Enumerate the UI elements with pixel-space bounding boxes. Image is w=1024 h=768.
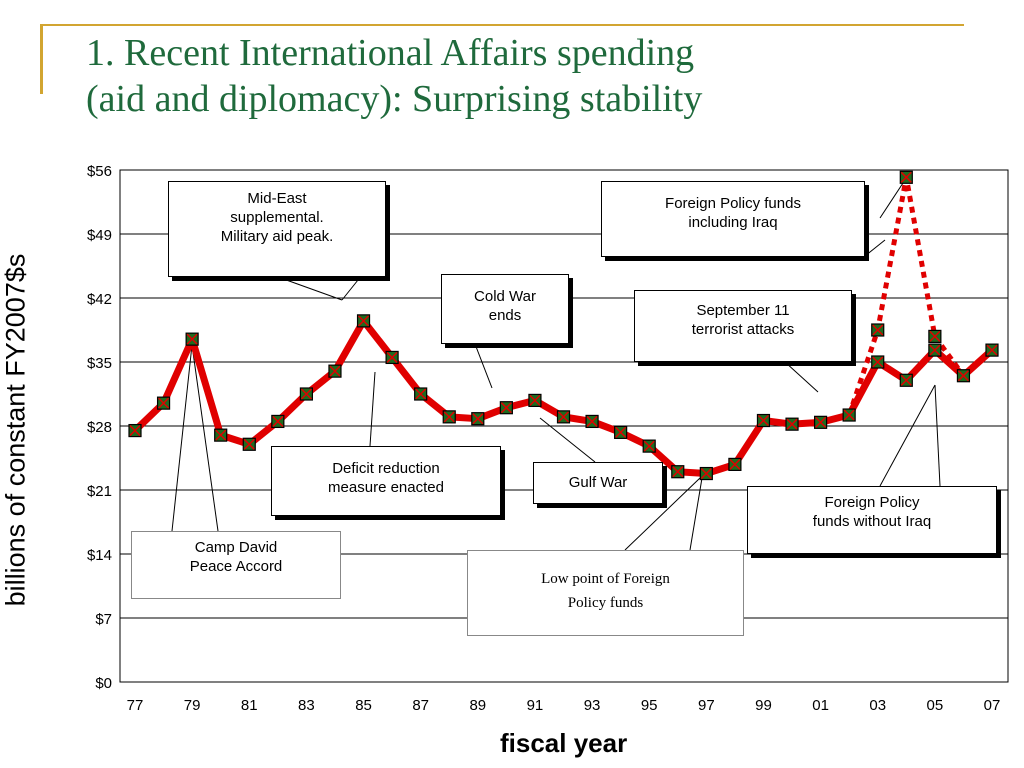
data-point-x xyxy=(929,344,941,356)
data-point-x xyxy=(415,388,427,400)
x-tick-label: 93 xyxy=(584,697,601,714)
x-tick-label: 85 xyxy=(355,697,372,714)
y-tick-label: $14 xyxy=(87,547,112,564)
annotation-leader-line xyxy=(474,343,493,389)
annotation-low-point: Low point of Foreign Policy funds xyxy=(467,550,744,636)
annotation-gulf-war: Gulf War xyxy=(533,462,663,504)
title-rule-left xyxy=(40,24,43,94)
data-point-x xyxy=(957,370,969,382)
data-point-x xyxy=(500,402,512,414)
annotation-leader-line xyxy=(341,274,363,301)
annotation-leader-line xyxy=(784,361,819,393)
annotation-camp-david: Camp David Peace Accord xyxy=(131,531,341,599)
annotation-leader-line xyxy=(624,477,701,551)
y-tick-label: $0 xyxy=(95,675,112,692)
x-tick-label: 87 xyxy=(412,697,429,714)
data-point-x xyxy=(472,413,484,425)
title-rule-top xyxy=(40,24,964,26)
x-tick-label: 91 xyxy=(527,697,544,714)
data-point-iraq-x xyxy=(872,324,884,336)
x-tick-label: 07 xyxy=(984,697,1001,714)
data-point-x xyxy=(557,411,570,423)
annotation-leader-line xyxy=(369,371,376,447)
data-point-x xyxy=(243,438,255,450)
data-point-x xyxy=(729,458,741,470)
data-point-x xyxy=(815,416,827,428)
data-point-x xyxy=(986,344,998,356)
data-point-x xyxy=(872,356,884,368)
x-tick-label: 01 xyxy=(812,697,829,714)
title-line-2: (aid and diplomacy): Surprising stabilit… xyxy=(86,78,703,120)
y-tick-label: $56 xyxy=(87,163,112,180)
x-tick-label: 05 xyxy=(927,697,944,714)
data-point-x xyxy=(586,415,598,427)
annotation-september-11: September 11 terrorist attacks xyxy=(634,290,852,362)
data-point-x xyxy=(300,388,312,400)
data-point-x xyxy=(900,374,912,386)
data-point-x xyxy=(358,315,370,327)
data-point-x xyxy=(615,426,627,438)
annotation-mideast: Mid-East supplemental. Military aid peak… xyxy=(168,181,386,277)
y-tick-label: $21 xyxy=(87,483,112,500)
annotation-leader-line xyxy=(879,384,936,487)
y-tick-label: $49 xyxy=(87,227,112,244)
annotation-leader-line xyxy=(539,417,596,463)
y-axis-label: billions of constant FY2007$s xyxy=(0,253,31,607)
slide-title: 1. Recent International Affairs spending… xyxy=(86,30,986,122)
annotation-including-iraq: Foreign Policy funds including Iraq xyxy=(601,181,865,257)
data-point-x xyxy=(329,365,341,377)
annotation-leader-line xyxy=(879,179,906,219)
data-point-x xyxy=(386,351,398,363)
x-axis-label: fiscal year xyxy=(500,728,628,758)
data-point-x xyxy=(843,409,855,421)
x-tick-label: 03 xyxy=(869,697,886,714)
x-tick-label: 81 xyxy=(241,697,258,714)
data-point-x xyxy=(529,394,541,406)
data-point-x xyxy=(186,333,198,345)
annotation-cold-war: Cold War ends xyxy=(441,274,569,344)
x-tick-label: 99 xyxy=(755,697,772,714)
x-tick-label: 89 xyxy=(469,697,486,714)
data-point-x xyxy=(672,466,684,478)
y-tick-label: $7 xyxy=(95,611,112,628)
y-tick-label: $28 xyxy=(87,419,112,436)
y-tick-label: $35 xyxy=(87,355,112,372)
title-line-1: 1. Recent International Affairs spending xyxy=(86,32,695,74)
data-point-x xyxy=(129,425,141,437)
data-point-x xyxy=(700,468,712,480)
x-tick-label: 97 xyxy=(698,697,715,714)
data-point-x xyxy=(158,397,170,409)
data-point-iraq-x xyxy=(900,171,912,183)
data-point-x xyxy=(215,429,227,441)
data-point-x xyxy=(272,415,284,427)
annotation-leader-line xyxy=(934,384,941,487)
data-point-x xyxy=(643,440,655,452)
annotation-deficit-reduction: Deficit reduction measure enacted xyxy=(271,446,501,516)
data-point-iraq-x xyxy=(929,330,941,342)
data-point-x xyxy=(786,418,798,430)
annotation-leader-line xyxy=(864,239,886,257)
annotation-without-iraq: Foreign Policy funds without Iraq xyxy=(747,486,997,554)
x-tick-label: 77 xyxy=(127,697,144,714)
y-tick-label: $42 xyxy=(87,291,112,308)
x-tick-label: 95 xyxy=(641,697,658,714)
data-point-x xyxy=(757,414,769,427)
x-tick-label: 83 xyxy=(298,697,315,714)
x-tick-label: 79 xyxy=(184,697,201,714)
annotation-leader-line xyxy=(171,344,193,532)
annotation-leader-line xyxy=(277,276,343,301)
annotation-leader-line xyxy=(689,477,703,551)
chart-area: $0 $7 $14 $21 $28 $35 $42 $49 $56 77 79 81 83 85 87 89 9… xyxy=(87,163,1009,714)
data-point-x xyxy=(443,411,455,423)
annotation-leader-line xyxy=(191,344,219,532)
